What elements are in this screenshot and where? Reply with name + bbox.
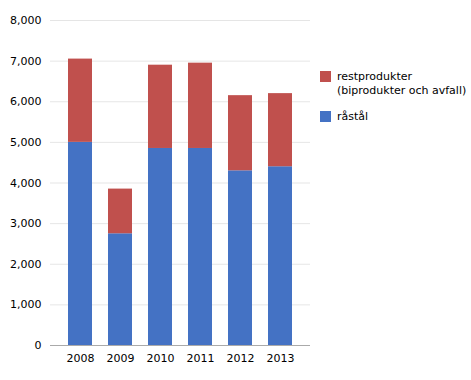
svg-text:5,000: 5,000 bbox=[10, 136, 42, 149]
svg-text:4,000: 4,000 bbox=[10, 177, 42, 190]
html-text:råstål: råstål bbox=[337, 109, 369, 123]
svg-text:2,000: 2,000 bbox=[10, 258, 42, 271]
svg-text:2008: 2008 bbox=[67, 352, 95, 365]
svg-text:2009: 2009 bbox=[107, 352, 135, 365]
svg-text:2012: 2012 bbox=[227, 352, 255, 365]
svg-text:8,000: 8,000 bbox=[10, 14, 42, 27]
svg-text:2010: 2010 bbox=[147, 352, 175, 365]
svg-text:0: 0 bbox=[35, 339, 42, 352]
svg-text:2011: 2011 bbox=[187, 352, 215, 365]
svg-text:7,000: 7,000 bbox=[10, 55, 42, 68]
svg-text:2013: 2013 bbox=[267, 352, 295, 365]
svg-text:6,000: 6,000 bbox=[10, 95, 42, 108]
svg-text:3,000: 3,000 bbox=[10, 217, 42, 230]
svg-text:1,000: 1,000 bbox=[10, 298, 42, 311]
html-text:restprodukter (biprodukter och: restprodukter (biprodukter och avfall) bbox=[337, 70, 467, 97]
